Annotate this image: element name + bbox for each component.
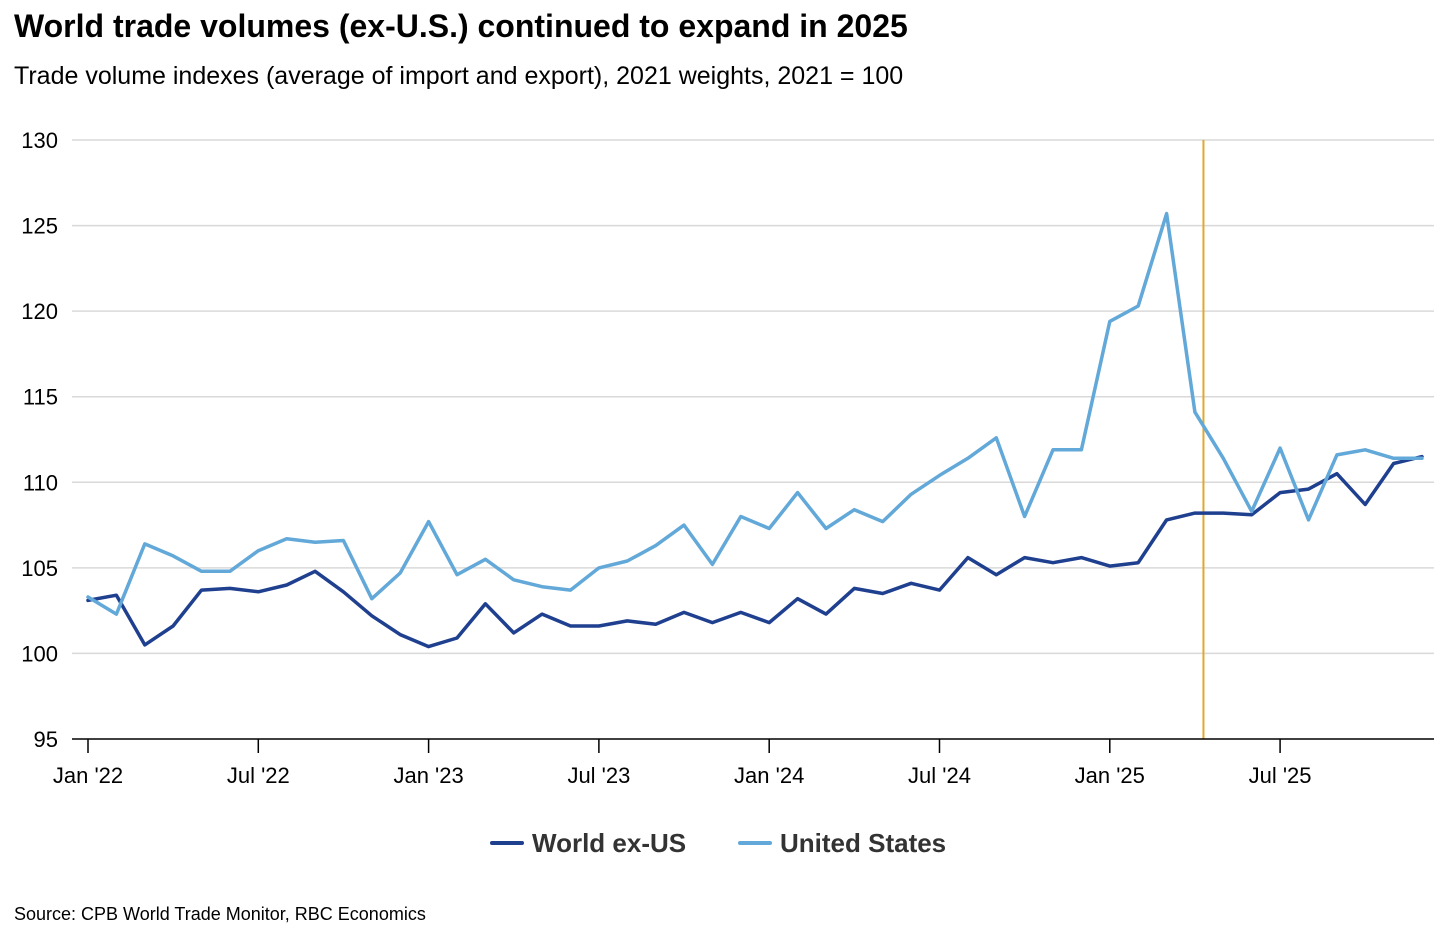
x-axis — [72, 738, 1434, 753]
x-tick-label: Jan '25 — [1075, 763, 1145, 788]
legend-label-united-states: United States — [780, 828, 946, 858]
y-tick-label: 105 — [21, 556, 58, 581]
x-tick-label: Jul '24 — [908, 763, 971, 788]
y-tick-label: 100 — [21, 641, 58, 666]
series-line-united-states — [86, 211, 1424, 616]
gridlines — [72, 139, 1434, 655]
y-tick-label: 110 — [23, 470, 58, 495]
y-tick-label: 95 — [34, 727, 58, 752]
y-axis-labels: 95 100 105 110 115 120 125 130 — [21, 128, 58, 752]
source-note: Source: CPB World Trade Monitor, RBC Eco… — [14, 904, 426, 924]
y-tick-label: 115 — [23, 385, 58, 410]
x-axis-labels: Jan '22 Jul '22 Jan '23 Jul '23 Jan '24 Jul '… — [53, 763, 1312, 788]
x-tick-label: Jan '23 — [393, 763, 463, 788]
legend-label-world-ex-us: World ex-US — [532, 828, 686, 858]
y-tick-label: 125 — [21, 214, 58, 239]
x-tick-label: Jul '23 — [567, 763, 630, 788]
y-tick-label: 130 — [21, 128, 58, 153]
x-tick-label: Jul '22 — [227, 763, 290, 788]
x-tick-label: Jan '22 — [53, 763, 123, 788]
y-tick-label: 120 — [21, 299, 58, 324]
chart-subtitle: Trade volume indexes (average of import … — [14, 62, 904, 90]
legend: World ex-US United States — [490, 828, 946, 858]
chart-title: World trade volumes (ex-U.S.) continued … — [14, 8, 908, 44]
series-lines — [86, 211, 1424, 649]
x-tick-label: Jan '24 — [734, 763, 804, 788]
series-line-world-ex-us — [86, 454, 1424, 649]
x-tick-label: Jul '25 — [1249, 763, 1312, 788]
